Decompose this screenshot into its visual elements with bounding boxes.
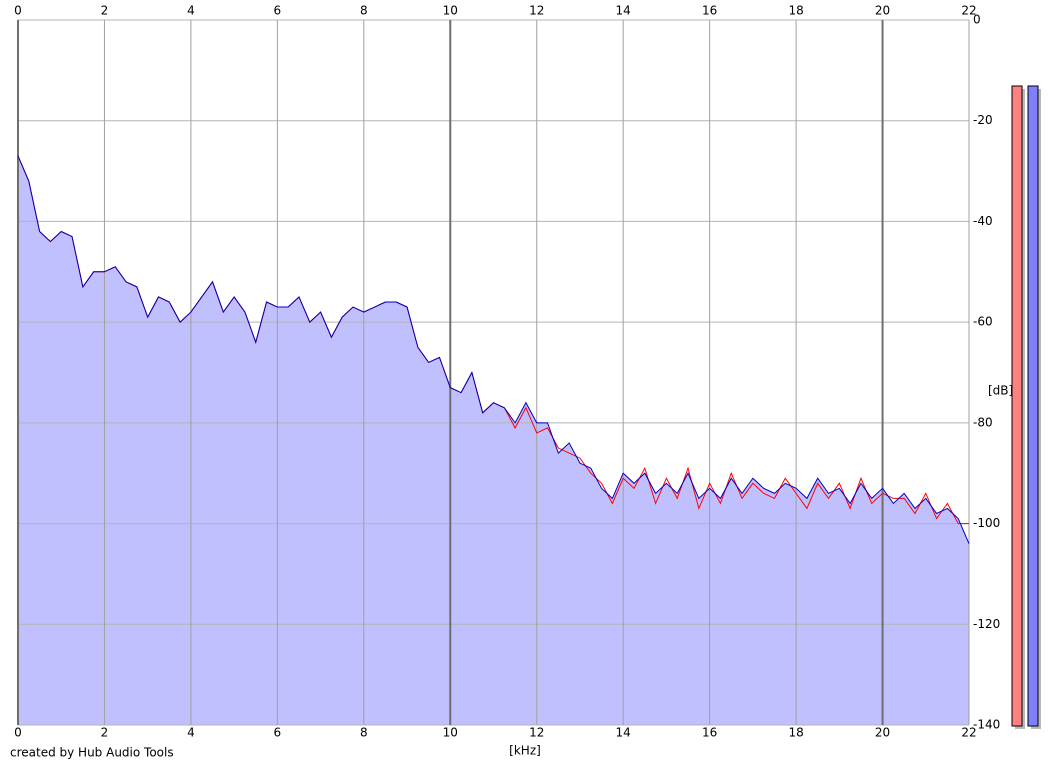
x-tick-label: 12 <box>529 726 544 740</box>
x-tick-label: 8 <box>360 4 368 18</box>
x-tick-label: 0 <box>14 726 22 740</box>
x-axis-label: [kHz] <box>509 744 541 758</box>
y-tick-label: -20 <box>973 113 993 127</box>
x-tick-label: 22 <box>961 726 976 740</box>
x-tick-label: 2 <box>101 4 109 18</box>
x-tick-label: 12 <box>529 4 544 18</box>
right-meter <box>1027 85 1039 727</box>
x-tick-label: 16 <box>702 4 717 18</box>
y-tick-label: -60 <box>973 315 993 329</box>
x-tick-label: 2 <box>101 726 109 740</box>
x-tick-label: 20 <box>875 726 890 740</box>
x-tick-label: 10 <box>443 4 458 18</box>
spectrum-line <box>17 155 970 544</box>
y-tick-label: -40 <box>973 214 993 228</box>
x-tick-label: 4 <box>187 4 195 18</box>
x-tick-label: 8 <box>360 726 368 740</box>
x-tick-label: 0 <box>14 4 22 18</box>
spectrum-area <box>18 155 969 725</box>
y-tick-label: -80 <box>973 415 993 429</box>
x-tick-label: 14 <box>616 726 631 740</box>
footer: created by Hub Audio Tools <box>10 746 174 760</box>
x-tick-label: 18 <box>788 4 803 18</box>
y-tick-label: -120 <box>973 617 1000 631</box>
x-tick-label: 18 <box>788 726 803 740</box>
x-tick-label: 6 <box>274 726 282 740</box>
left-meter <box>1011 85 1023 727</box>
y-axis-label: [dB] <box>988 384 1013 398</box>
x-tick-label: 14 <box>616 4 631 18</box>
y-tick-label: 0 <box>973 13 981 27</box>
x-tick-label: 10 <box>443 726 458 740</box>
y-tick-label: -100 <box>973 516 1000 530</box>
x-tick-label: 20 <box>875 4 890 18</box>
x-tick-label: 16 <box>702 726 717 740</box>
x-tick-label: 6 <box>274 4 282 18</box>
x-tick-label: 4 <box>187 726 195 740</box>
x-tick-label: 22 <box>961 4 976 18</box>
y-tick-label: -140 <box>973 718 1000 732</box>
